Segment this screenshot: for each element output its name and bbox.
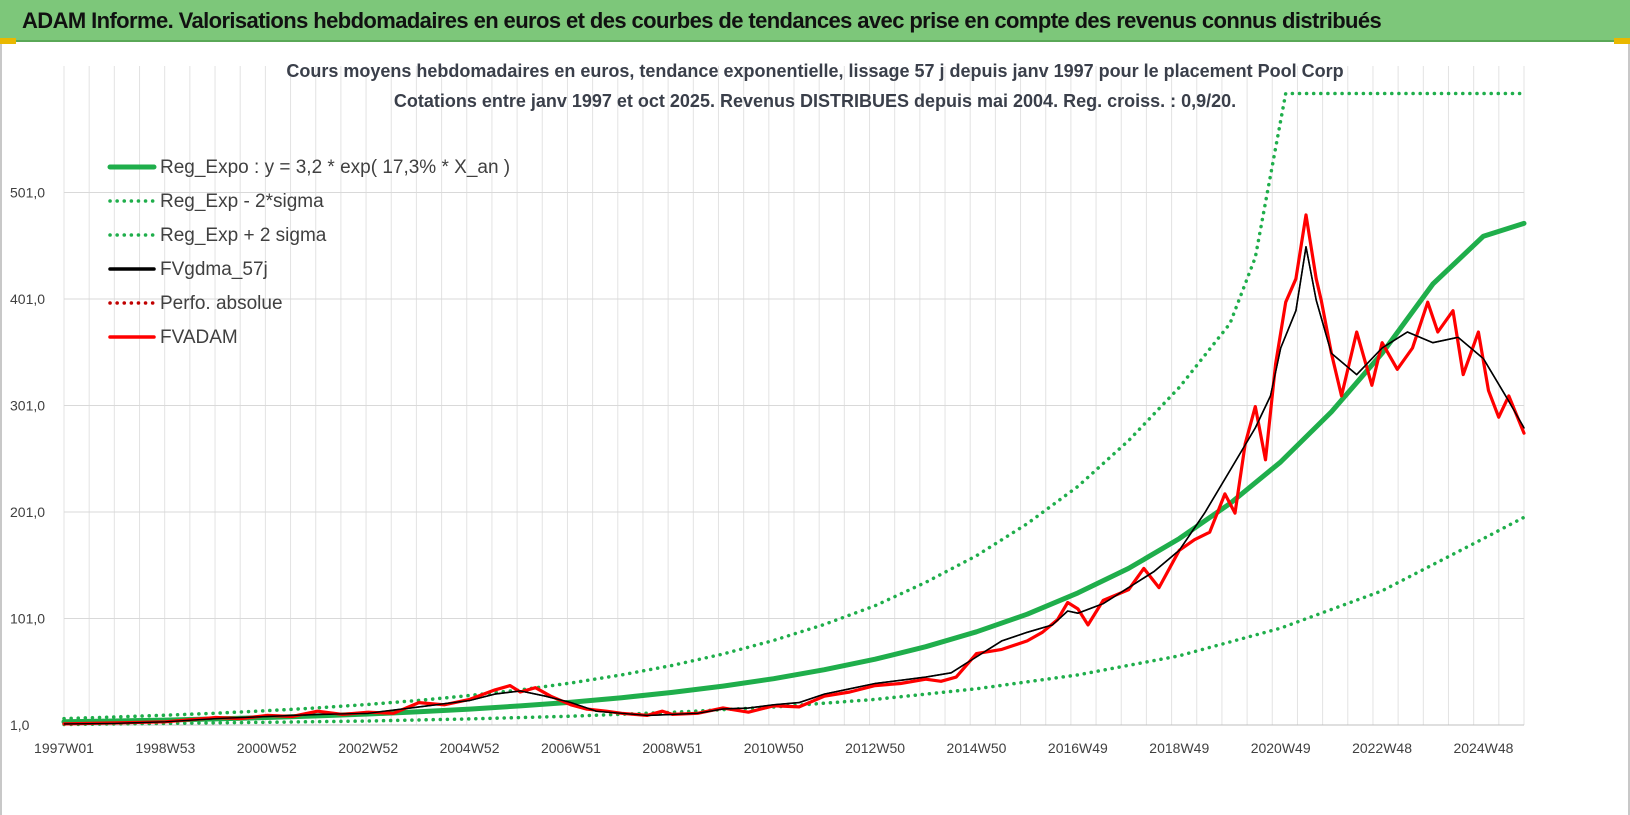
x-tick-label: 2010W50: [744, 740, 804, 756]
x-tick-label: 2014W50: [947, 740, 1007, 756]
x-tick-label: 2020W49: [1251, 740, 1311, 756]
x-tick-label: 2012W50: [845, 740, 905, 756]
x-tick-label: 2008W51: [642, 740, 702, 756]
chart-area: 1,0 101,0 201,0 301,0 401,0 501,0 1997W01 1998W…: [0, 44, 1630, 815]
x-tick-label: 1998W53: [135, 740, 195, 756]
legend-label: FVgdma_57j: [160, 259, 268, 280]
y-tick-label: 101,0: [10, 611, 45, 627]
line-chart: 1,0 101,0 201,0 301,0 401,0 501,0 1997W01 1998W…: [10, 61, 1527, 756]
chart-title-line: Cours moyens hebdomadaires en euros, ten…: [286, 61, 1343, 81]
legend-label: FVADAM: [160, 327, 238, 348]
legend-label: Reg_Exp + 2 sigma: [160, 225, 327, 246]
x-tick-label: 2016W49: [1048, 740, 1108, 756]
report-banner: ADAM Informe. Valorisations hebdomadaire…: [0, 0, 1630, 42]
series-line: [61, 220, 1527, 725]
x-tick-label: 2006W51: [541, 740, 601, 756]
legend-label: Reg_Exp - 2*sigma: [160, 191, 324, 212]
series-line: [62, 91, 1526, 721]
x-tick-label: 2024W48: [1453, 740, 1513, 756]
series-line: [62, 213, 1526, 726]
right-corner-accent: [1614, 38, 1630, 44]
legend-label: Reg_Expo : y = 3,2 * exp( 17,3% * X_an ): [160, 157, 510, 178]
x-tick-label: 2000W52: [237, 740, 297, 756]
left-corner-accent: [0, 38, 16, 44]
y-tick-label: 1,0: [10, 717, 30, 733]
x-tick-label: 2004W52: [440, 740, 500, 756]
x-tick-label: 1997W01: [34, 740, 94, 756]
legend-label: Perfo. absolue: [160, 293, 283, 314]
x-tick-label: 2002W52: [338, 740, 398, 756]
x-tick-label: 2018W49: [1149, 740, 1209, 756]
y-tick-label: 401,0: [10, 291, 45, 307]
y-tick-label: 301,0: [10, 398, 45, 414]
chart-title-line: Cotations entre janv 1997 et oct 2025. R…: [394, 91, 1236, 111]
smoothed-series-overlay: [63, 246, 1525, 725]
y-tick-label: 501,0: [10, 185, 45, 201]
banner-title: ADAM Informe. Valorisations hebdomadaire…: [22, 8, 1382, 33]
y-tick-label: 201,0: [10, 504, 45, 520]
x-tick-label: 2022W48: [1352, 740, 1412, 756]
series-line: [62, 515, 1526, 727]
